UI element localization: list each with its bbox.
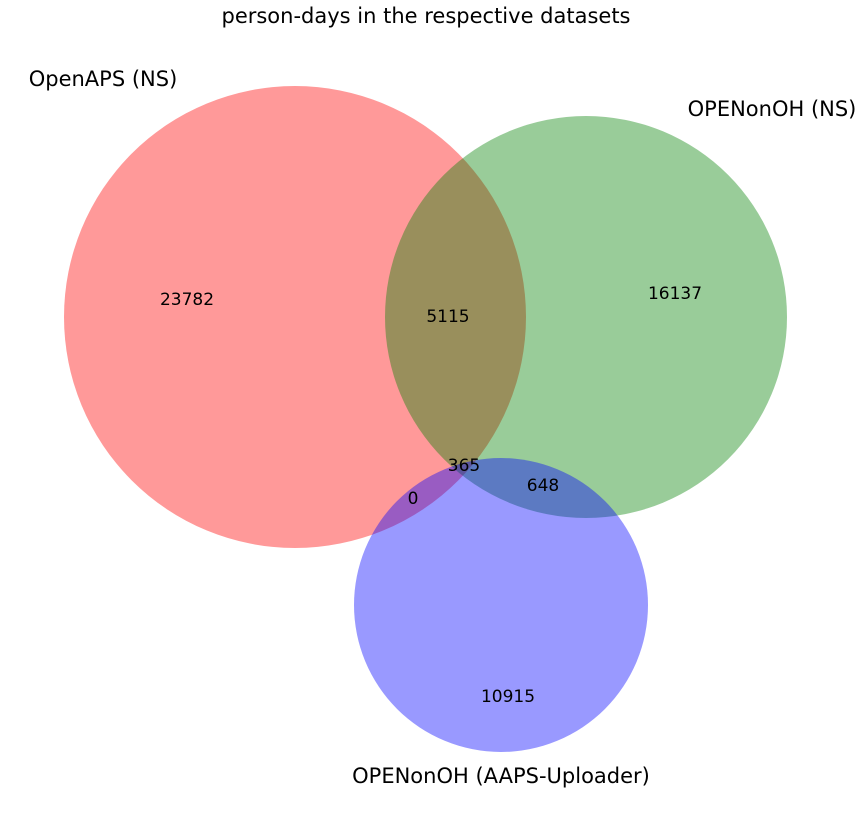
circle-openonoh-ns [385,116,787,518]
region-label-all-three: 365 [448,456,480,476]
region-label-b-only: 16137 [648,284,702,304]
region-label-a-and-b: 5115 [426,307,469,327]
set-circles [64,86,787,752]
region-label-a-only: 23782 [160,290,214,310]
set-label-openonoh-ns: OPENonOH (NS) [688,97,857,121]
region-label-b-and-c: 648 [527,476,559,496]
circle-openaps-ns [64,86,526,548]
region-label-c-only: 10915 [481,687,535,707]
region-label-a-and-c: 0 [408,489,419,509]
chart-title: person-days in the respective datasets [221,4,630,28]
circle-openonoh-aaps-uploader [354,458,648,752]
set-label-openonoh-aaps-uploader: OPENonOH (AAPS-Uploader) [352,764,650,788]
set-label-openaps-ns: OpenAPS (NS) [29,67,178,91]
